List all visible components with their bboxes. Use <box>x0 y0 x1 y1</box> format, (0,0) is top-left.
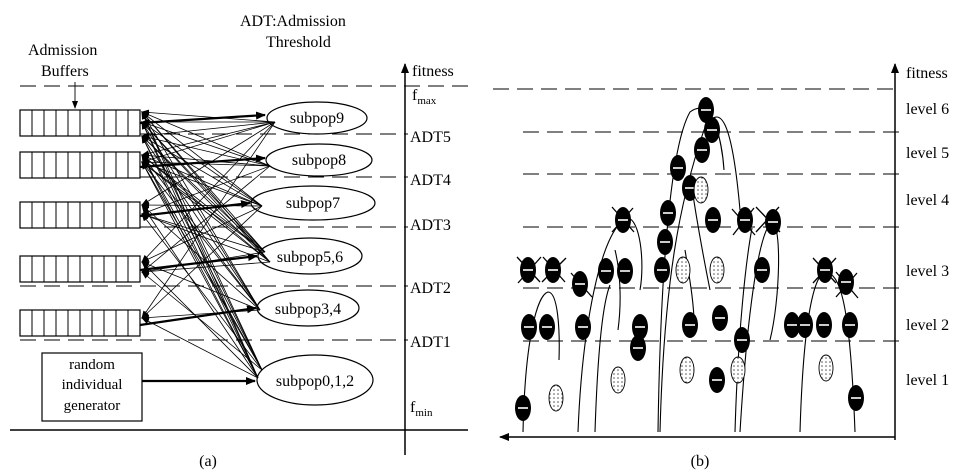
fitness-axis-label-a: fitness <box>412 63 454 80</box>
admission-buffer <box>19 151 141 179</box>
individual <box>521 314 537 340</box>
fmin-label: fmin <box>410 399 433 419</box>
individual <box>520 257 536 283</box>
individual <box>838 269 854 295</box>
individual <box>675 256 691 284</box>
individual <box>816 312 832 338</box>
subpop-node <box>250 185 376 221</box>
individual <box>632 314 648 340</box>
subpop-nodes: subpop9 subpop8 subpop7 subpop5,6 subpop… <box>250 101 376 406</box>
level-label: level 2 <box>906 317 949 334</box>
individual <box>670 155 686 181</box>
individual <box>539 314 555 340</box>
eliminated-marks <box>516 206 859 299</box>
individual <box>548 384 564 412</box>
level-label: level 6 <box>906 101 949 118</box>
fitness-axis-label-b: fitness <box>906 65 948 82</box>
individual <box>797 312 813 338</box>
subpop-node <box>256 289 360 327</box>
adt-title-line2: Threshold <box>266 34 331 51</box>
threshold-label: ADT5 <box>410 129 451 146</box>
individual <box>705 207 721 233</box>
individual <box>704 117 720 143</box>
buffers-label-line2: Buffers <box>41 63 89 80</box>
caption-a: (a) <box>199 453 217 470</box>
individual <box>848 385 864 411</box>
generator-label-line3: generator <box>64 398 121 414</box>
subpop-node <box>266 101 368 135</box>
individuals <box>515 97 864 421</box>
individual <box>694 137 710 163</box>
admission-buffer <box>19 201 141 229</box>
subpop-to-buffer-arrows <box>141 109 276 379</box>
individual <box>575 314 591 340</box>
individual <box>754 257 770 283</box>
subpop-node <box>257 237 363 275</box>
level-label: level 4 <box>906 192 949 209</box>
caption-b: (b) <box>691 453 710 470</box>
adt-title-line1: ADT:Admission <box>240 13 346 30</box>
panel-b: fitness level 6 level 5 level 4 level 3 … <box>493 63 949 470</box>
individual <box>709 367 725 393</box>
admission-buffer <box>19 309 141 337</box>
level-label: level 3 <box>906 263 949 280</box>
subpop-label: subpop7 <box>286 195 340 212</box>
individual <box>617 258 633 284</box>
subpop-node <box>256 354 374 406</box>
panel-a: ADT:Admission Threshold Admission Buffer… <box>10 13 470 470</box>
admission-buffer <box>19 255 141 283</box>
level-label: level 1 <box>906 372 949 389</box>
subpop-label: subpop0,1,2 <box>276 373 354 390</box>
threshold-label: ADT2 <box>410 280 451 297</box>
level-label: level 5 <box>906 145 949 162</box>
individual <box>660 200 676 226</box>
fmax-label: fmax <box>412 87 437 107</box>
subpop-label: subpop9 <box>290 110 344 127</box>
buffers-label-line1: Admission <box>28 42 97 59</box>
individual <box>765 209 781 235</box>
individual <box>842 312 858 338</box>
individual <box>598 258 614 284</box>
random-generator-box <box>41 352 143 422</box>
individual <box>734 327 750 353</box>
threshold-label: ADT4 <box>410 172 451 189</box>
generator-label-line2: individual <box>62 377 123 393</box>
individual <box>693 176 709 204</box>
individual <box>630 335 646 361</box>
individual <box>730 356 746 384</box>
individual <box>572 271 588 297</box>
individual <box>515 395 531 421</box>
individual <box>679 356 695 384</box>
threshold-label: ADT1 <box>410 334 451 351</box>
individual <box>682 312 698 338</box>
individual <box>737 207 753 233</box>
individual <box>698 97 714 123</box>
individual <box>610 366 626 394</box>
subpop-label: subpop8 <box>292 152 346 169</box>
generator-label-line1: random <box>69 357 115 373</box>
admission-buffer <box>19 109 141 137</box>
individual <box>712 305 728 331</box>
subpop-label: subpop3,4 <box>275 301 341 318</box>
individual <box>654 257 670 283</box>
individual <box>709 256 725 284</box>
admission-buffers <box>19 109 141 337</box>
individual <box>545 257 561 283</box>
individual <box>818 354 834 382</box>
individual <box>657 229 673 255</box>
individual <box>817 257 833 283</box>
individual <box>615 207 631 233</box>
individual <box>784 312 800 338</box>
subpop-label: subpop5,6 <box>277 249 343 266</box>
subpop-node <box>265 143 373 177</box>
threshold-label: ADT3 <box>410 217 451 234</box>
